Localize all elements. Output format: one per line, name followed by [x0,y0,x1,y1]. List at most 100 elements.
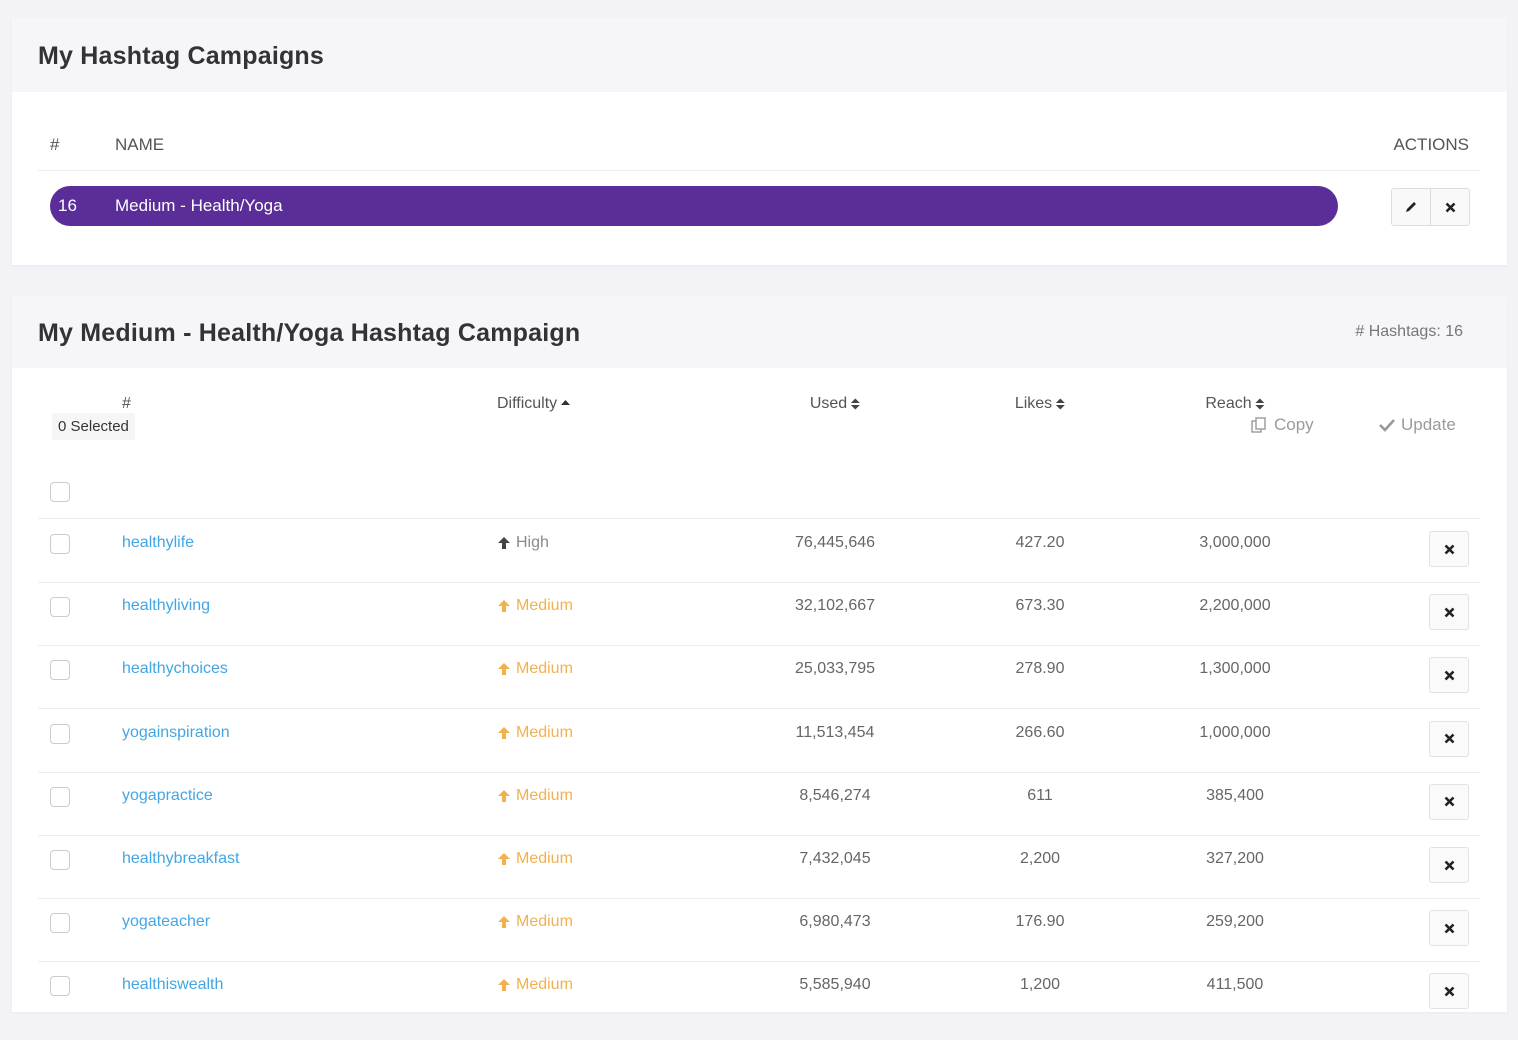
difficulty: Medium [497,660,573,678]
metric-value: 1,300,000 [1199,660,1271,678]
metric-value: 76,445,646 [794,534,876,551]
hashtag-link[interactable]: yogateacher [122,913,211,931]
metric-value: 1,200 [1019,976,1061,994]
row-separator [38,834,1480,836]
column-header[interactable]: Difficulty [497,395,571,413]
column-label: Difficulty [497,395,558,412]
delete-button[interactable] [1429,847,1469,883]
difficulty-icon [498,726,510,739]
delete-icon [1444,923,1454,934]
row-checkbox[interactable] [50,723,70,744]
difficulty-icon [498,663,510,676]
edit-button[interactable] [1392,189,1430,225]
metric-value: 176.90 [1015,913,1065,931]
metric-value: 6,980,473 [799,913,871,931]
row-separator [38,898,1480,899]
difficulty-label: Medium [516,913,573,931]
column-header[interactable]: Reach [1205,395,1265,413]
hashtag-link[interactable]: yogapractice [122,786,213,804]
hashtag-link[interactable]: healthiswealth [122,976,224,994]
metric-value: 1,000,000 [1199,723,1271,741]
campaign-panel: My Medium - Health/Yoga Hashtag Campaign… [12,295,1507,1012]
sort-icon [1056,398,1066,410]
row-checkbox[interactable] [50,534,70,554]
metric-value: 611 [1027,786,1053,804]
row-separator [38,170,1480,171]
metric-value: 411,500 [1206,976,1264,994]
delete-button[interactable] [1429,910,1469,947]
panel-title: My Medium - Health/Yoga Hashtag Campaign [38,319,581,347]
delete-button[interactable] [1429,783,1469,820]
difficulty: High [497,534,549,552]
metric-value: 385,400 [1206,786,1264,804]
difficulty-label: Medium [516,723,573,741]
difficulty-icon [498,537,510,549]
row-separator [38,771,1480,773]
copy-label: Copy [1274,415,1314,434]
metric-value: 32,102,667 [794,597,876,615]
panel-header [12,295,1507,368]
column-label: Likes [1014,395,1053,412]
difficulty-label: Medium [516,850,573,867]
column-header[interactable]: Used [809,395,861,413]
row-checkbox[interactable] [50,660,70,681]
row-separator [38,961,1480,963]
row-checkbox[interactable] [50,850,70,870]
difficulty-label: Medium [516,976,573,994]
difficulty: Medium [497,787,573,805]
campaigns-panel: My Hashtag Campaigns # NAME ACTIONS 16 M… [12,18,1507,265]
row-checkbox[interactable] [50,913,70,934]
difficulty-icon [498,789,510,802]
row-checkbox[interactable] [50,786,70,807]
difficulty: Medium [497,724,573,742]
panel-title: My Hashtag Campaigns [38,42,325,70]
delete-button[interactable] [1429,657,1469,694]
column-header[interactable]: Likes [1014,395,1066,413]
hashtag-link[interactable]: healthychoices [122,660,228,678]
update-button[interactable]: Update [1379,415,1456,435]
delete-button[interactable] [1430,189,1469,225]
column-header: ACTIONS [1393,135,1469,154]
column-label: Reach [1205,395,1252,412]
difficulty-label: High [516,534,549,551]
hashtag-link[interactable]: healthylife [122,534,195,551]
metric-value: 8,546,274 [799,786,871,804]
hashtag-link[interactable]: healthybreakfast [122,850,240,867]
column-header: # [122,395,131,413]
metric-value: 11,513,454 [795,723,875,741]
metric-value: 259,200 [1206,913,1264,931]
row-checkbox[interactable] [50,597,70,618]
metric-value: 3,000,000 [1199,534,1271,551]
metric-value: 427.20 [1015,534,1065,551]
delete-button[interactable] [1429,594,1469,631]
row-separator [38,645,1480,647]
delete-button[interactable] [1429,973,1469,1010]
difficulty: Medium [497,597,573,615]
copy-button[interactable]: Copy [1250,415,1314,435]
metric-value: 266.60 [1015,723,1065,741]
campaign-name: Medium - Health/Yoga [115,196,283,215]
row-checkbox[interactable] [50,976,70,997]
campaign-row[interactable]: 16 Medium - Health/Yoga [50,186,1338,226]
delete-button[interactable] [1429,720,1469,757]
difficulty-icon [498,916,510,929]
delete-icon [1444,607,1454,618]
metric-value: 327,200 [1206,850,1264,867]
difficulty: Medium [497,976,573,994]
hashtag-count: # Hashtags: 16 [1355,323,1463,340]
column-label: Used [809,395,848,412]
sort-icon [851,398,861,410]
row-separator [38,708,1480,710]
column-label: # [122,395,131,412]
metric-value: 7,432,045 [799,850,871,867]
hashtag-link[interactable]: healthyliving [122,597,211,615]
hashtag-link[interactable]: yogainspiration [122,723,230,741]
delete-button[interactable] [1429,531,1469,567]
difficulty-icon [498,853,510,865]
metric-value: 2,200 [1019,850,1061,867]
panel-header [12,18,1507,92]
difficulty: Medium [497,850,573,868]
select-all-checkbox[interactable] [50,482,70,502]
action-buttons [1391,188,1470,226]
